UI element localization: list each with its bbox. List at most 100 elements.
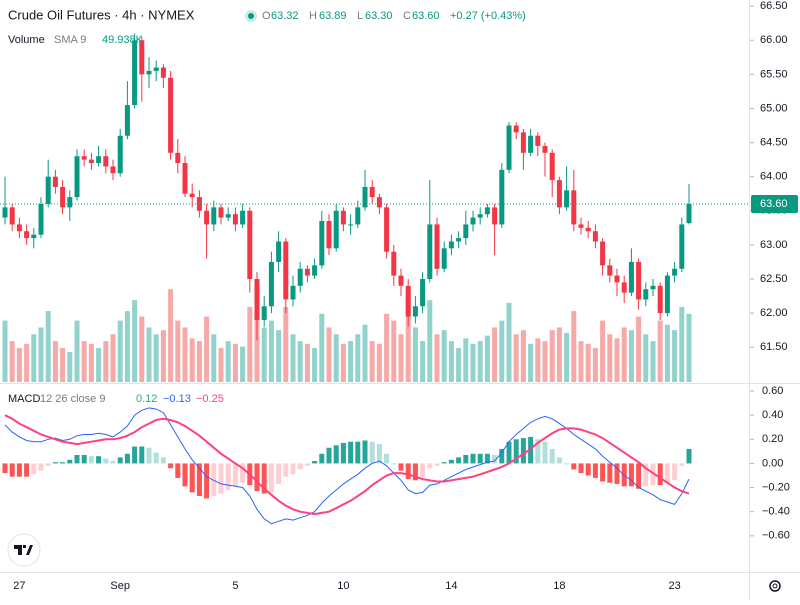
candle-body xyxy=(160,67,166,78)
macd-histogram-bar xyxy=(434,463,440,466)
macd-histogram-bar xyxy=(585,463,591,476)
x-tick-label: 5 xyxy=(232,580,238,592)
macd-histogram-bar xyxy=(168,463,174,469)
change-value: +0.27 (+0.43%) xyxy=(450,10,526,22)
macd-histogram-bar xyxy=(304,463,310,466)
volume-bar xyxy=(585,343,591,382)
candle-body xyxy=(607,265,613,276)
volume-bar xyxy=(664,324,670,382)
candle-body xyxy=(218,207,224,218)
macd-histogram-bar xyxy=(614,463,620,484)
x-tick-label: 18 xyxy=(553,580,565,592)
macd-histogram-bar xyxy=(542,441,548,464)
macd-histogram-bar xyxy=(664,463,670,483)
low-label: L xyxy=(357,10,363,22)
candle-body xyxy=(628,261,634,293)
macd-histogram-bar xyxy=(225,463,231,490)
candle-body xyxy=(484,207,490,215)
candle-body xyxy=(398,275,404,286)
volume-bar xyxy=(528,343,534,382)
volume-bar xyxy=(132,300,138,382)
volume-bar xyxy=(103,341,109,382)
macd-histogram-bar xyxy=(348,441,354,464)
macd-histogram-bar xyxy=(261,463,267,494)
macd-histogram-bar xyxy=(477,453,483,464)
volume-sma: SMA 9 xyxy=(54,34,86,46)
candle-body xyxy=(268,261,274,307)
volume-bar xyxy=(564,332,570,382)
volume-bar xyxy=(110,334,116,382)
macd-histogram-bar xyxy=(189,463,195,493)
macd-histogram-bar xyxy=(132,446,138,464)
status-dot xyxy=(248,13,254,19)
volume-bar xyxy=(52,341,58,382)
volume-bar xyxy=(117,320,123,382)
macd-histogram-bar xyxy=(355,441,361,464)
volume-bar xyxy=(578,341,584,382)
volume-bar xyxy=(549,330,555,382)
candle-body xyxy=(564,190,570,208)
candle-body xyxy=(88,159,94,164)
macd-histogram-bar xyxy=(679,463,685,466)
settings-button[interactable] xyxy=(769,580,781,592)
macd-histogram-bar xyxy=(31,463,37,475)
x-tick-label: 23 xyxy=(668,580,680,592)
volume-bar xyxy=(492,327,498,382)
y-tick-label: 65.50 xyxy=(760,68,788,80)
macd-histogram-bar xyxy=(218,463,224,494)
volume-bar xyxy=(225,341,231,382)
macd-histogram-bar xyxy=(607,463,613,483)
macd-histogram-bar xyxy=(628,463,634,487)
volume-bar xyxy=(506,302,512,382)
candle-body xyxy=(448,241,454,249)
volume-bar xyxy=(391,320,397,382)
candle-body xyxy=(441,248,447,269)
candle-body xyxy=(153,67,159,71)
macd-histogram-bar xyxy=(420,463,426,477)
candle-body xyxy=(420,278,426,307)
volume-bar xyxy=(16,347,22,382)
candle-body xyxy=(225,214,231,218)
candle-body xyxy=(664,275,670,314)
y-tick-label: 62.00 xyxy=(760,307,788,319)
macd-histogram-bar xyxy=(600,463,606,482)
volume-bar xyxy=(211,334,217,382)
macd-histogram-bar xyxy=(564,463,570,465)
macd-line-value: −0.13 xyxy=(163,393,191,405)
candle-body xyxy=(600,241,606,266)
candle-body xyxy=(297,268,303,286)
macd-histogram-bar xyxy=(9,463,15,477)
signal-line xyxy=(4,414,690,516)
candle-body xyxy=(520,132,526,153)
candle-body xyxy=(391,251,397,276)
macd-histogram-bar xyxy=(672,463,678,481)
volume-bar xyxy=(182,327,188,382)
macd-histogram-bar xyxy=(240,463,246,483)
volume-bar xyxy=(160,330,166,382)
logo-mark xyxy=(14,545,33,555)
tv-logo xyxy=(7,533,41,567)
volume-bar xyxy=(628,330,634,382)
volume-bar xyxy=(283,306,289,382)
candle-body xyxy=(24,231,30,239)
macd-histogram-bar xyxy=(232,463,238,487)
volume-bar xyxy=(31,334,37,382)
macd-label: MACD xyxy=(8,393,40,405)
macd-histogram-bar xyxy=(196,463,202,496)
volume-bar xyxy=(686,313,692,382)
macd-histogram-bar xyxy=(470,453,476,464)
volume-bar xyxy=(420,341,426,382)
candle-body xyxy=(247,210,253,279)
volume-bar xyxy=(38,327,44,382)
volume-bar xyxy=(153,334,159,382)
macd-y-tick-label: 0.60 xyxy=(762,385,783,397)
candle-body xyxy=(146,70,152,75)
x-tick-label: 27 xyxy=(13,580,25,592)
candle-body xyxy=(434,224,440,269)
candle-body xyxy=(556,180,562,208)
volume-bar xyxy=(470,343,476,382)
volume-bar xyxy=(614,338,620,382)
volume-bar xyxy=(520,330,526,382)
macd-histogram-bar xyxy=(319,453,325,464)
